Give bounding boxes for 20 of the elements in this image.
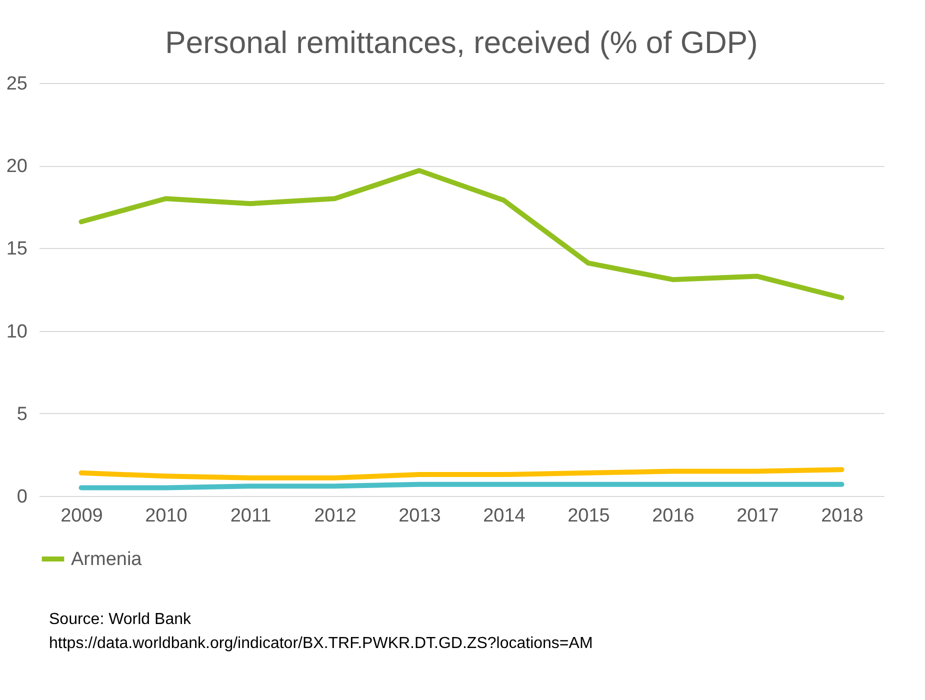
source-note: Source: World Bank (49, 611, 192, 628)
text: https://data.worldbank.org/indicator/BX.TRF.PWKR.DT.GD.ZS?locations=AM (49, 635, 593, 652)
y-tick-label: 0 (16, 486, 28, 508)
y-tick-label: 5 (16, 404, 28, 425)
legend-label: Armenia (71, 549, 142, 570)
x-tick-label: 2011 (230, 506, 272, 526)
y-tick-label: 15 (6, 238, 28, 260)
y-tick-label: 20 (6, 156, 28, 178)
x-tick-label: 2018 (821, 506, 864, 526)
x-tick-label: 2013 (398, 506, 441, 526)
chart-title: Personal remittances, received (% of GDP) (165, 25, 758, 60)
y-tick-label: 25 (6, 74, 28, 94)
x-tick-label: 2016 (652, 506, 694, 526)
y-tick-label: 10 (6, 321, 28, 342)
x-tick-label: 2015 (568, 506, 610, 526)
x-tick-label: 2010 (145, 506, 188, 526)
x-tick-label: 2009 (60, 506, 103, 526)
x-tick-label: 2017 (736, 506, 779, 526)
x-tick-label: 2014 (483, 506, 526, 526)
x-tick-label: 2012 (314, 506, 356, 526)
